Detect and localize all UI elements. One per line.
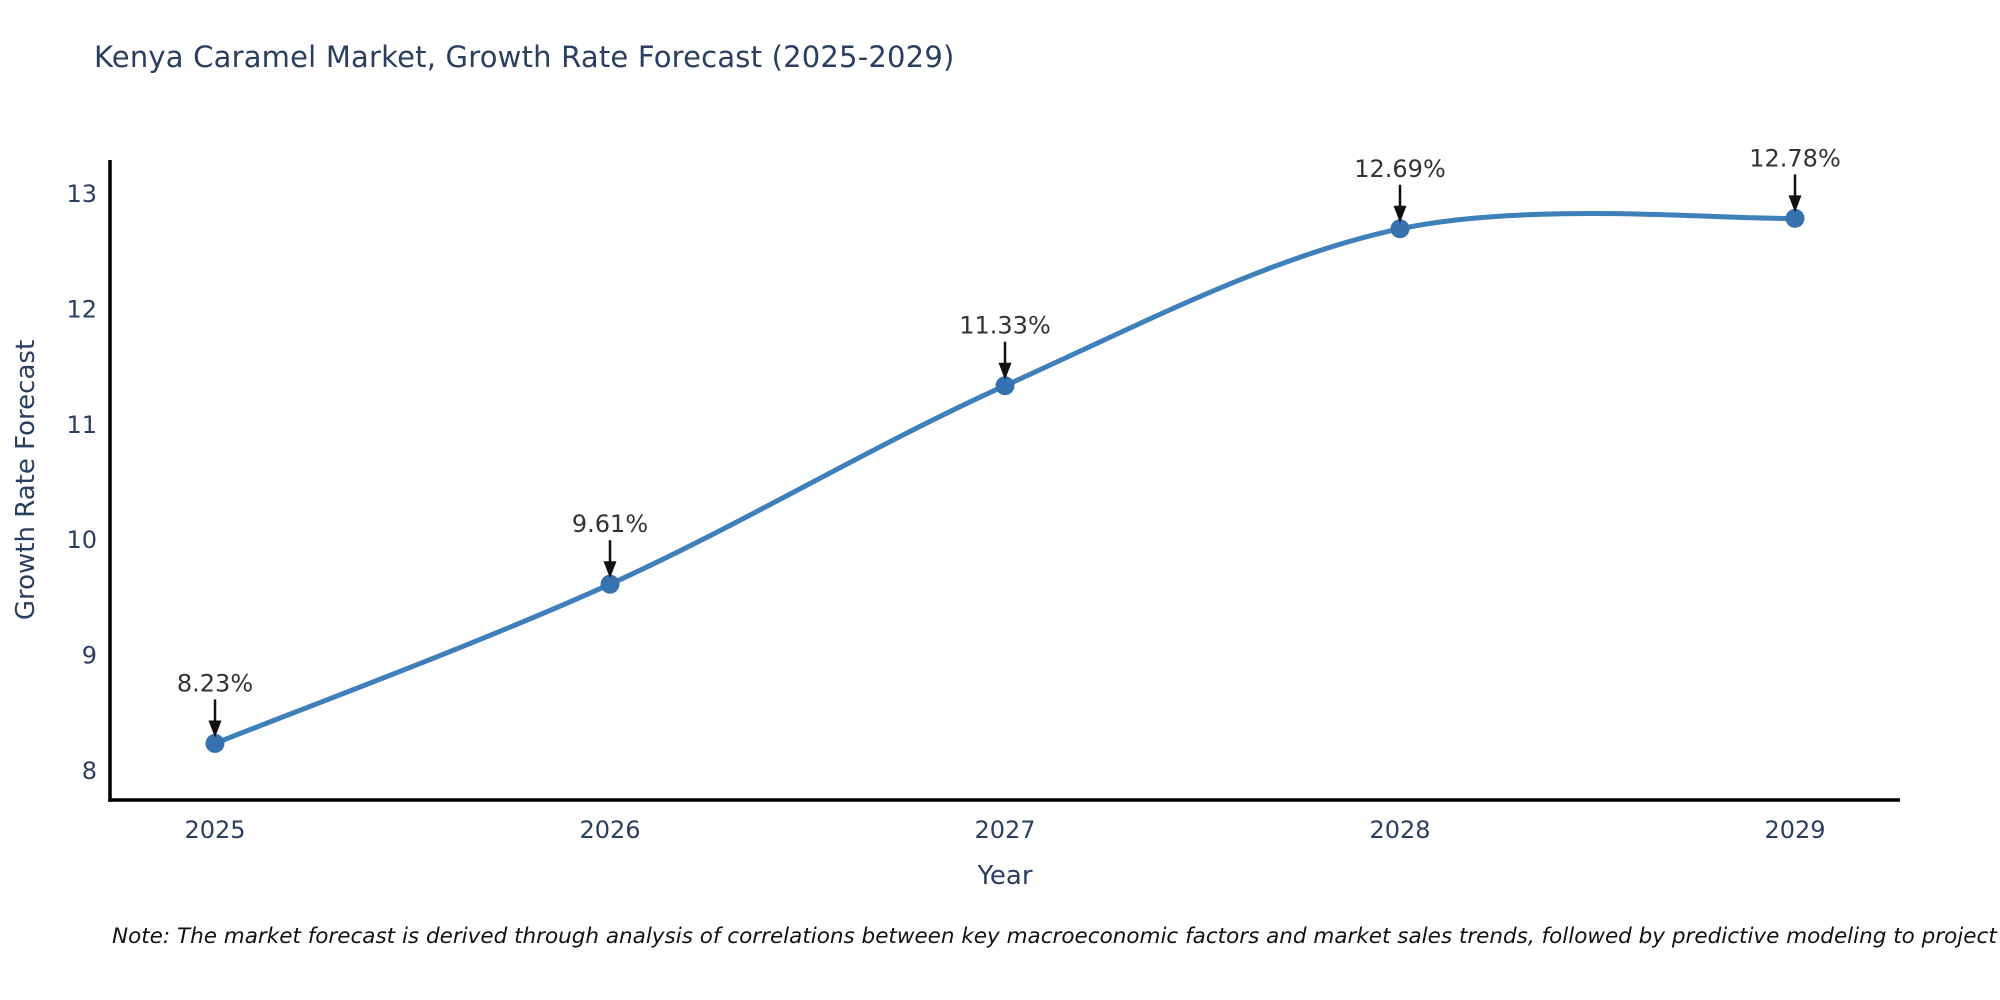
y-tick-label: 13 [66,180,97,208]
annotation-label: 9.61% [572,510,648,538]
y-axis-title: Growth Rate Forecast [11,340,41,620]
annotation-arrowhead [1788,195,1802,213]
y-tick-label: 12 [66,295,97,323]
data-point-marker [995,376,1015,396]
x-tick-label: 2026 [579,816,640,844]
data-point-marker [600,574,620,594]
annotation-arrowhead [1393,205,1407,223]
annotation-arrowhead [603,561,617,579]
chart-title: Kenya Caramel Market, Growth Rate Foreca… [94,40,955,74]
x-tick-label: 2025 [184,816,245,844]
annotation-label: 8.23% [177,669,253,697]
x-tick-label: 2029 [1764,816,1825,844]
footnote: Note: The market forecast is derived thr… [112,924,2000,949]
x-tick-label: 2027 [974,816,1035,844]
annotation-label: 12.78% [1749,144,1841,172]
x-tick-label: 2028 [1369,816,1430,844]
data-point-marker [1785,208,1805,228]
annotation-arrowhead [998,362,1012,380]
y-tick-label: 10 [66,526,97,554]
y-tick-label: 11 [66,411,97,439]
annotation-label: 11.33% [959,312,1051,340]
data-point-marker [1390,219,1410,239]
annotation-label: 12.69% [1354,155,1446,183]
trend-line [212,211,1798,746]
y-tick-label: 8 [82,757,97,785]
y-tick-label: 9 [82,642,97,670]
annotation-arrowhead [208,720,222,738]
x-axis-title: Year [976,861,1032,891]
data-point-marker [205,733,225,753]
